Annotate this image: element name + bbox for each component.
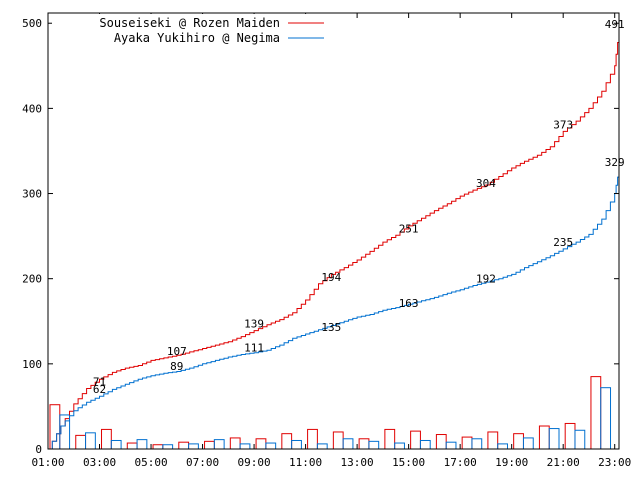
data-label-series-2: 89 (170, 360, 183, 373)
bar-series-2 (600, 387, 612, 450)
bar-series-2 (368, 440, 380, 450)
bar-series-2 (471, 438, 483, 450)
data-label-series-1: 491 (605, 18, 625, 31)
bar-series-2 (213, 439, 225, 450)
y-tick-label: 300 (22, 188, 42, 201)
plot-frame (47, 12, 620, 450)
x-axis: 01:00 03:00 05:00 07:00 09:00 11:00 13:00 15:00… (31, 13, 631, 469)
data-label-series-1: 107 (167, 345, 187, 358)
bar-series-1 (49, 404, 61, 450)
x-tick-label: 19:00 (495, 456, 528, 469)
x-tick-label: 07:00 (186, 456, 219, 469)
x-tick-label: 21:00 (547, 456, 580, 469)
bar-series-1 (332, 431, 344, 450)
bar-series-1 (229, 437, 241, 450)
data-label-series-2: 235 (553, 236, 573, 249)
bar-series-1 (204, 440, 215, 450)
bar-series-2 (188, 443, 199, 450)
bar-series-1 (410, 430, 421, 450)
bar-series-1 (564, 422, 576, 450)
x-tick-label: 23:00 (598, 456, 631, 469)
bar-series-2 (85, 432, 96, 450)
bar-series-1 (255, 438, 267, 450)
bar-series-1 (461, 436, 473, 450)
data-label-series-2: 163 (399, 297, 419, 310)
legend-label-series-2: Ayaka Yukihiro @ Negima (114, 31, 280, 45)
y-tick-label: 200 (22, 273, 42, 286)
bar-series-2 (419, 439, 431, 450)
bar-series-1 (435, 434, 447, 450)
legend-background (52, 14, 314, 48)
bar-series-2 (342, 438, 354, 450)
x-tick-label: 15:00 (392, 456, 425, 469)
y-tick-label: 100 (22, 358, 42, 371)
bar-series-2 (265, 442, 277, 450)
bar-series-1 (307, 428, 318, 450)
bar-series-1 (384, 428, 396, 450)
y-tick-label: 0 (35, 443, 42, 456)
bar-series-2 (497, 443, 508, 450)
cumulative-lines (48, 30, 620, 450)
data-label-series-2: 135 (321, 321, 341, 334)
x-tick-label: 13:00 (341, 456, 374, 469)
data-label-series-2: 329 (605, 156, 625, 169)
bar-series-1 (538, 425, 550, 450)
line-series-2 (48, 168, 620, 450)
bar-series-2 (445, 441, 457, 450)
y-tick-label: 400 (22, 102, 42, 115)
bar-series-1 (126, 442, 138, 450)
data-label-series-2: 62 (93, 383, 106, 396)
bar-series-1 (75, 434, 87, 450)
data-label-series-2: 192 (476, 273, 496, 286)
legend-label-series-1: Souseiseki @ Rozen Maiden (99, 16, 280, 30)
x-tick-label: 03:00 (83, 456, 116, 469)
bar-series-1 (513, 433, 524, 450)
bar-series-2 (316, 443, 328, 450)
line-series-1 (48, 30, 620, 450)
bar-series-1 (487, 431, 499, 450)
data-label-series-1: 71 (93, 376, 106, 389)
x-tick-label: 09:00 (238, 456, 271, 469)
bar-series-2 (522, 437, 534, 450)
bar-series-2 (394, 442, 405, 450)
data-label-series-1: 304 (476, 177, 496, 190)
hourly-bars (49, 376, 612, 450)
bar-series-2 (162, 444, 174, 450)
x-tick-label: 11:00 (289, 456, 322, 469)
bar-series-2 (239, 443, 251, 450)
bar-series-2 (548, 428, 560, 450)
data-label-series-2: 111 (244, 341, 264, 354)
bar-series-1 (358, 438, 370, 450)
bar-series-2 (291, 439, 302, 450)
data-label-series-1: 373 (553, 118, 573, 131)
data-label-series-1: 251 (399, 222, 419, 235)
data-label-series-1: 139 (244, 318, 264, 331)
x-tick-label: 17:00 (444, 456, 477, 469)
bar-series-1 (281, 433, 293, 450)
y-axis: 0 100 200 300 400 500 (22, 17, 619, 456)
data-labels: 71 107 139 194 251 304 373 491 62 89 111 135 163 192 2… (93, 18, 625, 396)
x-tick-label: 05:00 (134, 456, 167, 469)
legend: Souseiseki @ Rozen Maiden Ayaka Yukihiro… (52, 14, 324, 48)
bar-series-2 (574, 429, 586, 450)
data-label-series-1: 194 (321, 271, 341, 284)
bar-series-1 (178, 441, 190, 450)
x-tick-label: 01:00 (31, 456, 64, 469)
bar-series-1 (590, 376, 602, 450)
bar-series-2 (110, 439, 122, 450)
y-tick-label: 500 (22, 17, 42, 30)
bar-series-1 (152, 444, 164, 450)
bar-series-1 (101, 428, 112, 450)
bar-series-2 (136, 439, 148, 450)
